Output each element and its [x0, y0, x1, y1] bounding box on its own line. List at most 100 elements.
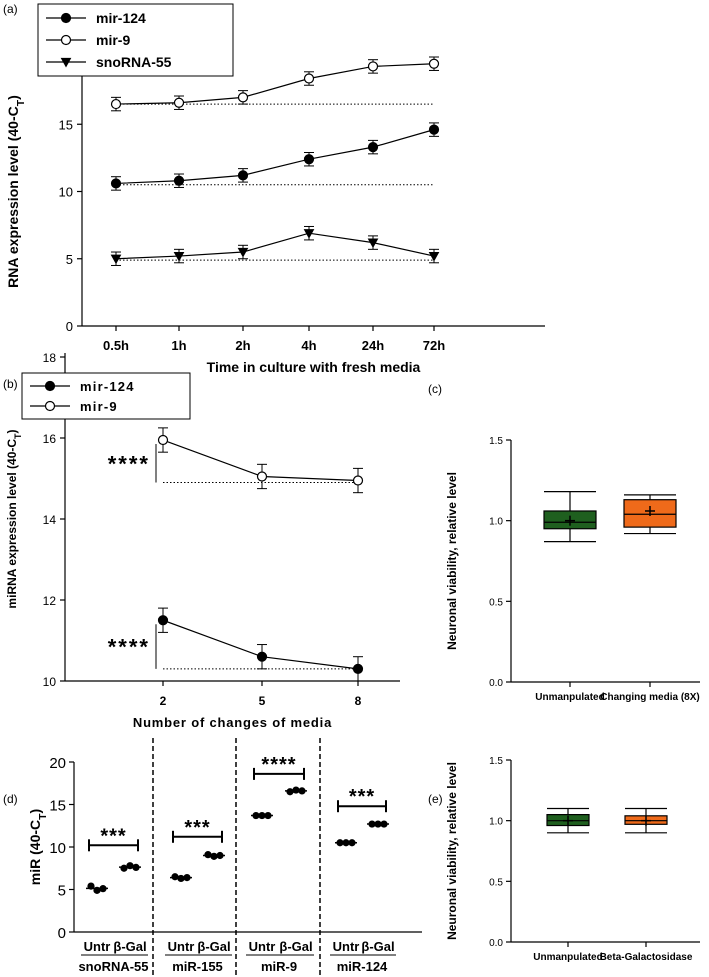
y-tick-label: 10: [49, 840, 66, 857]
x-tick-label: Untr: [333, 939, 360, 954]
x-tick-label: Changing media (8X): [600, 692, 699, 703]
y-tick-label: 18: [43, 351, 57, 365]
x-tick-label: Untr: [249, 939, 276, 954]
y-axis-label: Neuronal viability, relative level: [445, 472, 459, 650]
y-tick-label: 0: [66, 319, 73, 334]
y-tick-label: 0.0: [489, 938, 503, 949]
legend-marker: [60, 57, 72, 68]
x-tick-label: 72h: [423, 338, 445, 353]
y-tick-label: 0.5: [489, 597, 503, 608]
panel-e: (e) 0.0 0.5 1.0 1.5 Neuronal viability, relat…: [428, 756, 700, 963]
y-tick-label: 1.0: [489, 517, 503, 528]
panel-label: (b): [3, 377, 18, 391]
legend-marker: [60, 12, 72, 24]
data-point: [110, 178, 122, 189]
data-point: [110, 254, 122, 265]
series-line: [115, 129, 435, 185]
y-tick-label: 1.0: [489, 817, 503, 828]
group-label: miR-155: [172, 959, 223, 974]
significance-label: ***: [100, 825, 126, 847]
data-point: [428, 251, 440, 262]
data-point: [237, 247, 249, 258]
panel-label: (c): [428, 382, 442, 396]
data-point: [367, 142, 379, 153]
data-point: [173, 175, 185, 186]
significance-label: ***: [184, 817, 210, 839]
data-point: [173, 97, 185, 108]
legend-label: mir-124: [96, 10, 146, 26]
y-axis-label: miRNA expression level (40-CT): [5, 429, 23, 608]
significance-label: ****: [108, 635, 150, 660]
x-tick-label: 1h: [171, 338, 186, 353]
legend-marker: [44, 380, 56, 392]
data-point: [352, 663, 364, 674]
x-tick-label: Beta-Galactosidase: [600, 952, 693, 963]
data-point: [177, 874, 185, 883]
x-tick-label: 5: [259, 694, 266, 708]
x-tick-label: β-Gal: [113, 939, 146, 954]
y-tick-label: 1.5: [489, 436, 503, 447]
data-point: [204, 851, 212, 859]
panel-label: (d): [3, 792, 18, 806]
x-tick-label: Unmanpulated: [535, 692, 604, 703]
y-tick-label: 10: [59, 185, 73, 200]
data-point: [210, 852, 218, 860]
y-tick-label: 0.0: [489, 678, 503, 689]
legend-label: mir-124: [80, 379, 135, 394]
y-tick-label: 15: [49, 798, 66, 815]
y-axis-label: miR (40-CT): [27, 809, 49, 885]
data-point: [367, 61, 379, 72]
panel-label: (e): [428, 792, 443, 806]
data-point: [237, 170, 249, 181]
x-tick-label: Unmanpulated: [533, 952, 602, 963]
y-tick-label: 14: [43, 513, 57, 527]
x-tick-label: Untr: [168, 939, 195, 954]
y-tick-label: 1.5: [489, 756, 503, 767]
data-point: [171, 873, 179, 881]
data-point: [157, 615, 169, 626]
y-tick-label: 16: [43, 432, 57, 446]
y-tick-label: 0: [58, 925, 66, 942]
x-tick-label: 24h: [362, 338, 384, 353]
y-tick-label: 20: [49, 755, 66, 772]
group-label: snoRNA-55: [78, 959, 148, 974]
legend-marker: [44, 400, 56, 412]
data-point: [303, 154, 315, 165]
data-point: [292, 786, 300, 794]
legend-label: mir-9: [96, 32, 130, 48]
group-label: miR-9: [261, 959, 297, 974]
legend-label: mir-9: [80, 399, 118, 414]
data-point: [256, 651, 268, 662]
x-tick-label: Untr: [84, 939, 111, 954]
data-point: [303, 229, 315, 239]
significance-label: ****: [108, 451, 150, 476]
x-tick-label: 4h: [301, 338, 316, 353]
x-axis-label: Time in culture with fresh media: [207, 359, 421, 375]
y-tick-label: 5: [66, 252, 73, 267]
legend-marker: [60, 34, 72, 46]
data-point: [286, 788, 294, 796]
data-point: [303, 73, 315, 84]
y-axis-label: Neuronal viability, relative level: [445, 762, 459, 940]
data-point: [237, 92, 249, 103]
x-axis-label: Number of changes of media: [133, 715, 332, 730]
series-line: [115, 63, 435, 105]
panel-label: (a): [3, 2, 18, 16]
x-tick-label: 0.5h: [103, 338, 129, 353]
y-tick-label: 10: [43, 675, 57, 689]
group-label: miR-124: [337, 959, 388, 974]
y-tick-label: 12: [43, 594, 57, 608]
data-point: [428, 124, 440, 135]
data-point: [110, 98, 122, 110]
x-tick-label: β-Gal: [197, 939, 230, 954]
significance-label: ****: [261, 754, 296, 776]
y-tick-label: 5: [58, 883, 66, 900]
x-tick-label: 2h: [235, 338, 250, 353]
data-point: [367, 238, 379, 249]
legend-label: snoRNA-55: [96, 54, 172, 70]
data-point: [256, 471, 268, 482]
series-line: [115, 232, 435, 260]
